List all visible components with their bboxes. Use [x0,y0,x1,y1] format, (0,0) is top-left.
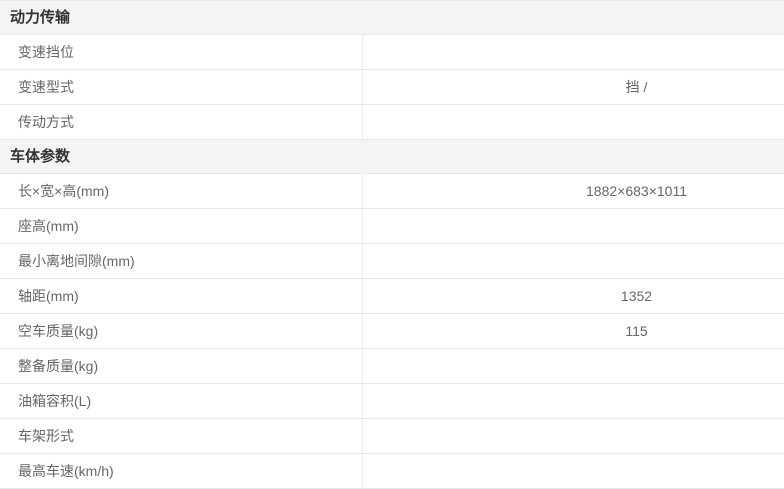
row-label: 变速型式 [18,79,74,95]
row-label: 空车质量(kg) [18,323,99,339]
row-label: 最高车速(km/h) [18,463,114,479]
row-value [362,209,784,243]
row-label: 传动方式 [18,114,74,130]
table-row: 空车质量(kg) 115 [0,314,784,349]
table-row: 传动方式 [0,105,784,140]
row-label: 轴距(mm) [18,288,79,304]
section-header: 动力传输 [0,1,784,35]
row-value [362,244,784,278]
row-value [362,419,784,453]
row-label: 座高(mm) [18,218,79,234]
row-value [362,454,784,488]
row-value [362,349,784,383]
row-value [362,105,784,139]
row-label: 整备质量(kg) [18,358,99,374]
table-row: 变速挡位 [0,35,784,70]
row-value: 1882×683×1011 [362,174,784,208]
row-label: 最小离地间隙(mm) [18,253,135,269]
row-value: 1352 [362,279,784,313]
row-label: 车架形式 [18,428,74,444]
section-header: 车体参数 [0,140,784,174]
row-value: 挡 / [362,70,784,104]
row-value: 115 [362,314,784,348]
table-row: 油箱容积(L) [0,384,784,419]
row-label: 变速挡位 [18,44,74,60]
row-label: 长×宽×高(mm) [18,183,109,199]
table-row: 座高(mm) [0,209,784,244]
row-value [362,384,784,418]
table-row: 整备质量(kg) [0,349,784,384]
table-row: 轴距(mm) 1352 [0,279,784,314]
table-row: 最高车速(km/h) [0,454,784,489]
table-row: 车架形式 [0,419,784,454]
table-row: 最小离地间隙(mm) [0,244,784,279]
table-row: 变速型式 挡 / [0,70,784,105]
row-label: 油箱容积(L) [18,393,92,409]
row-value [362,35,784,69]
table-row: 长×宽×高(mm) 1882×683×1011 [0,174,784,209]
